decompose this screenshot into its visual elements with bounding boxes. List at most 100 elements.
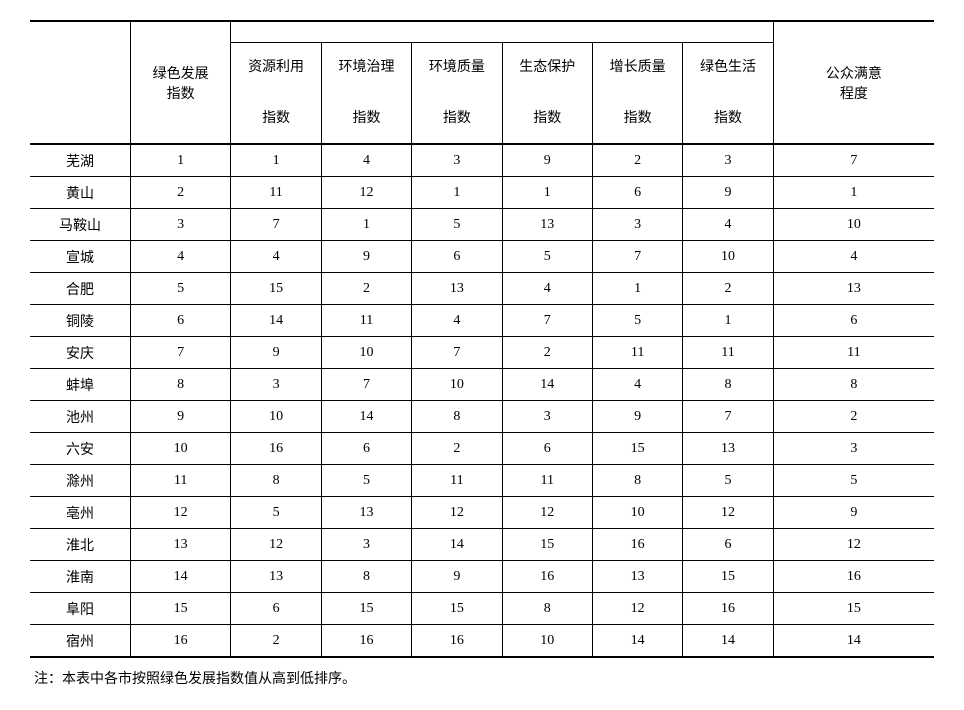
value-cell: 6 (321, 433, 411, 465)
value-cell: 6 (683, 529, 773, 561)
value-cell: 2 (130, 177, 230, 209)
value-cell: 16 (130, 625, 230, 658)
value-cell: 16 (592, 529, 682, 561)
value-cell: 3 (412, 144, 502, 177)
value-cell: 10 (231, 401, 321, 433)
value-cell: 12 (412, 497, 502, 529)
value-cell: 16 (773, 561, 934, 593)
value-cell: 12 (683, 497, 773, 529)
table-row: 滁州11851111855 (30, 465, 934, 497)
value-cell: 9 (683, 177, 773, 209)
value-cell: 13 (592, 561, 682, 593)
col-eco-prot-header: 生态保护指数 (502, 43, 592, 145)
value-cell: 12 (130, 497, 230, 529)
value-cell: 5 (231, 497, 321, 529)
value-cell: 1 (231, 144, 321, 177)
value-cell: 6 (130, 305, 230, 337)
table-row: 阜阳15615158121615 (30, 593, 934, 625)
value-cell: 15 (683, 561, 773, 593)
value-cell: 15 (592, 433, 682, 465)
value-cell: 11 (502, 465, 592, 497)
value-cell: 11 (592, 337, 682, 369)
value-cell: 1 (502, 177, 592, 209)
value-cell: 12 (502, 497, 592, 529)
value-cell: 12 (321, 177, 411, 209)
value-cell: 16 (231, 433, 321, 465)
col-resource-header: 资源利用指数 (231, 43, 321, 145)
value-cell: 9 (502, 144, 592, 177)
value-cell: 9 (130, 401, 230, 433)
city-cell: 铜陵 (30, 305, 130, 337)
city-cell: 马鞍山 (30, 209, 130, 241)
value-cell: 14 (231, 305, 321, 337)
value-cell: 4 (592, 369, 682, 401)
city-cell: 安庆 (30, 337, 130, 369)
value-cell: 4 (773, 241, 934, 273)
city-cell: 合肥 (30, 273, 130, 305)
ranking-table: 绿色发展指数 公众满意程度 资源利用指数 环境治理指数 环境质量指数 生态保护指… (30, 20, 934, 658)
table-row: 亳州12513121210129 (30, 497, 934, 529)
col-env-gov-header: 环境治理指数 (321, 43, 411, 145)
value-cell: 9 (412, 561, 502, 593)
table-row: 淮北13123141516612 (30, 529, 934, 561)
value-cell: 8 (592, 465, 682, 497)
city-cell: 黄山 (30, 177, 130, 209)
value-cell: 14 (683, 625, 773, 658)
table-row: 淮南14138916131516 (30, 561, 934, 593)
city-cell: 阜阳 (30, 593, 130, 625)
value-cell: 7 (592, 241, 682, 273)
table-row: 合肥51521341213 (30, 273, 934, 305)
value-cell: 2 (683, 273, 773, 305)
value-cell: 4 (130, 241, 230, 273)
city-cell: 淮南 (30, 561, 130, 593)
table-row: 黄山2111211691 (30, 177, 934, 209)
value-cell: 15 (130, 593, 230, 625)
table-row: 蚌埠8371014488 (30, 369, 934, 401)
table-row: 铜陵6141147516 (30, 305, 934, 337)
value-cell: 4 (231, 241, 321, 273)
value-cell: 13 (502, 209, 592, 241)
value-cell: 1 (592, 273, 682, 305)
value-cell: 6 (412, 241, 502, 273)
value-cell: 10 (130, 433, 230, 465)
value-cell: 13 (683, 433, 773, 465)
value-cell: 2 (231, 625, 321, 658)
value-cell: 8 (412, 401, 502, 433)
value-cell: 14 (502, 369, 592, 401)
value-cell: 15 (502, 529, 592, 561)
table-row: 六安101662615133 (30, 433, 934, 465)
value-cell: 15 (773, 593, 934, 625)
table-row: 马鞍山3715133410 (30, 209, 934, 241)
value-cell: 2 (412, 433, 502, 465)
value-cell: 9 (321, 241, 411, 273)
value-cell: 3 (130, 209, 230, 241)
value-cell: 3 (773, 433, 934, 465)
value-cell: 13 (231, 561, 321, 593)
col-satisfaction-header: 公众满意程度 (773, 21, 934, 144)
city-cell: 淮北 (30, 529, 130, 561)
value-cell: 5 (683, 465, 773, 497)
value-cell: 7 (321, 369, 411, 401)
city-cell: 宣城 (30, 241, 130, 273)
value-cell: 10 (683, 241, 773, 273)
value-cell: 12 (231, 529, 321, 561)
table-row: 芜湖11439237 (30, 144, 934, 177)
col-green-life-header: 绿色生活指数 (683, 43, 773, 145)
value-cell: 11 (321, 305, 411, 337)
value-cell: 16 (502, 561, 592, 593)
value-cell: 10 (412, 369, 502, 401)
value-cell: 9 (773, 497, 934, 529)
col-green-dev-header: 绿色发展指数 (130, 21, 230, 144)
value-cell: 8 (502, 593, 592, 625)
sub-index-group-header (231, 21, 773, 43)
value-cell: 7 (502, 305, 592, 337)
value-cell: 5 (592, 305, 682, 337)
value-cell: 7 (412, 337, 502, 369)
value-cell: 14 (412, 529, 502, 561)
value-cell: 15 (231, 273, 321, 305)
value-cell: 8 (231, 465, 321, 497)
value-cell: 16 (683, 593, 773, 625)
value-cell: 7 (130, 337, 230, 369)
value-cell: 1 (321, 209, 411, 241)
value-cell: 13 (412, 273, 502, 305)
